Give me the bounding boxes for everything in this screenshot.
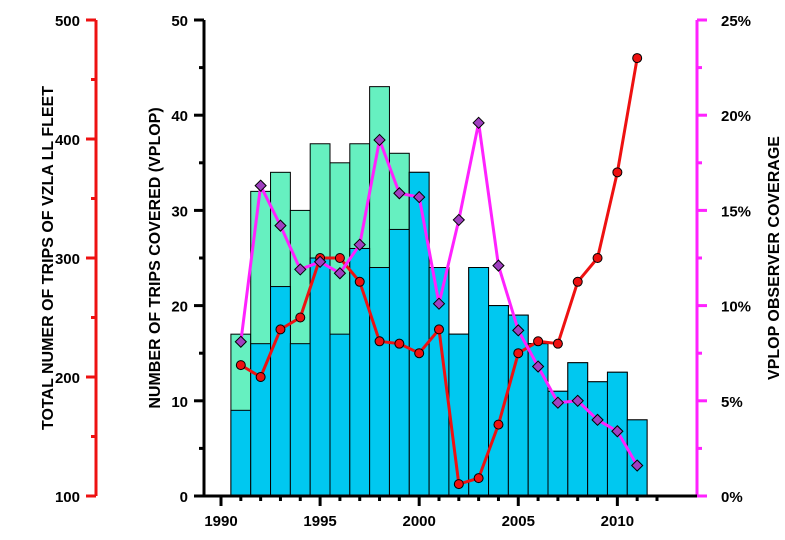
coverage-point — [333, 267, 347, 280]
coverage-point — [630, 459, 644, 472]
right-axis-tick-label: 20% — [721, 108, 751, 125]
coverage-point — [313, 255, 327, 269]
right-axis-tick-label: 10% — [721, 299, 751, 316]
fleet-trips-point — [632, 53, 643, 64]
fleet-trips-point — [295, 312, 306, 323]
covered-trips-bar — [587, 381, 608, 497]
coverage-point — [274, 219, 287, 232]
outer-left-axis-tick-label: 400 — [55, 132, 80, 149]
fleet-trips-point — [572, 276, 583, 287]
outer-left-axis-tick-label: 100 — [55, 489, 80, 506]
coverage-point — [432, 297, 446, 310]
coverage-point — [551, 396, 565, 409]
coverage-point — [452, 213, 466, 227]
outer-left-axis-tick-label: 300 — [55, 251, 80, 268]
fleet-trips-point — [453, 479, 464, 490]
coverage-point — [611, 425, 624, 438]
fleet-trips-point — [414, 348, 425, 359]
covered-trips-bar — [270, 286, 291, 497]
right-axis: 0% 5% 10% 15% 20% 25% — [695, 13, 751, 506]
fleet-trips-point — [513, 348, 524, 359]
covered-trips-bar — [567, 362, 589, 497]
covered-trips-bar — [329, 333, 351, 497]
coverage-point — [393, 187, 406, 200]
covered-trips-bar — [309, 257, 331, 497]
main-left-axis-tick-label: 30 — [171, 203, 188, 220]
main-left-axis-title: NUMBER OF TRIPS COVERED (VPLOP) — [147, 107, 164, 408]
covered-trips-bar — [388, 228, 410, 497]
x-axis-tick-label: 2005 — [502, 513, 535, 530]
right-axis-tick-label: 25% — [721, 13, 751, 30]
fleet-trips-point — [374, 336, 385, 347]
fleet-trips-point — [275, 324, 286, 335]
covered-trips-bars — [230, 171, 648, 497]
covered-trips-bar — [408, 171, 430, 497]
x-axis-tick-label: 2010 — [601, 513, 634, 530]
coverage-point — [512, 324, 525, 337]
coverage-line — [234, 116, 644, 472]
outer-left-axis-title: TOTAL NUMER OF TRIPS OF VZLA LL FLEET — [40, 86, 57, 430]
outer-left-axis-tick-label: 500 — [55, 13, 80, 30]
x-axis-tick-label: 1995 — [303, 513, 336, 530]
fleet-trips-line — [235, 53, 643, 490]
fleet-trips-point — [493, 419, 504, 430]
fleet-trips-point — [592, 253, 603, 263]
fleet-trips-point — [552, 338, 563, 349]
covered-trips-bar — [250, 343, 272, 497]
covered-trips-bar — [626, 419, 648, 497]
main-left-axis-tick-label: 40 — [171, 108, 188, 125]
right-axis-tick-label: 5% — [721, 394, 743, 411]
fleet-trips-point — [394, 338, 405, 349]
main-left-axis-tick-label: 20 — [171, 299, 188, 316]
covered-trips-bar — [289, 343, 311, 497]
fleet-trips-point — [612, 167, 623, 178]
x-axis: 1990 1995 2000 2005 2010 — [204, 494, 697, 530]
right-axis-tick-label: 0% — [721, 489, 743, 506]
coverage-point — [591, 413, 604, 427]
coverage-point — [412, 190, 426, 204]
main-left-axis-tick-label: 0 — [180, 489, 188, 506]
fleet-trips-point — [434, 324, 444, 335]
fleet-trips-point — [533, 336, 544, 347]
main-left-axis-tick-label: 10 — [171, 394, 188, 411]
fleet-trips-point — [235, 360, 246, 371]
fleet-trips-point — [334, 253, 345, 263]
fleet-trips-point — [255, 372, 266, 382]
main-left-axis-tick-label: 50 — [171, 13, 188, 30]
fleet-trips-point — [354, 276, 365, 287]
outer-left-axis-tick-label: 200 — [55, 370, 80, 387]
coverage-point — [472, 116, 485, 130]
coverage-point — [294, 263, 307, 276]
covered-trips-bar — [369, 267, 390, 497]
right-axis-title: VPLOP OBSERVER COVERAGE — [766, 136, 783, 380]
coverage-point — [353, 238, 366, 251]
main-left-axis: 0 10 20 30 40 50 — [171, 13, 206, 506]
outer-left-axis: 100 200 300 400 500 — [55, 13, 98, 506]
coverage-point — [254, 179, 267, 192]
coverage-point — [571, 394, 584, 408]
x-axis-tick-label: 2000 — [402, 513, 435, 530]
coverage-point — [373, 133, 386, 147]
right-axis-tick-label: 15% — [721, 203, 751, 220]
coverage-point — [531, 360, 545, 373]
coverage-point — [234, 335, 248, 348]
covered-trips-bar — [448, 333, 470, 497]
x-axis-tick-label: 1990 — [204, 513, 237, 530]
fleet-trips-point — [473, 473, 484, 484]
covered-trips-bar — [230, 409, 252, 497]
coverage-point — [492, 259, 505, 272]
